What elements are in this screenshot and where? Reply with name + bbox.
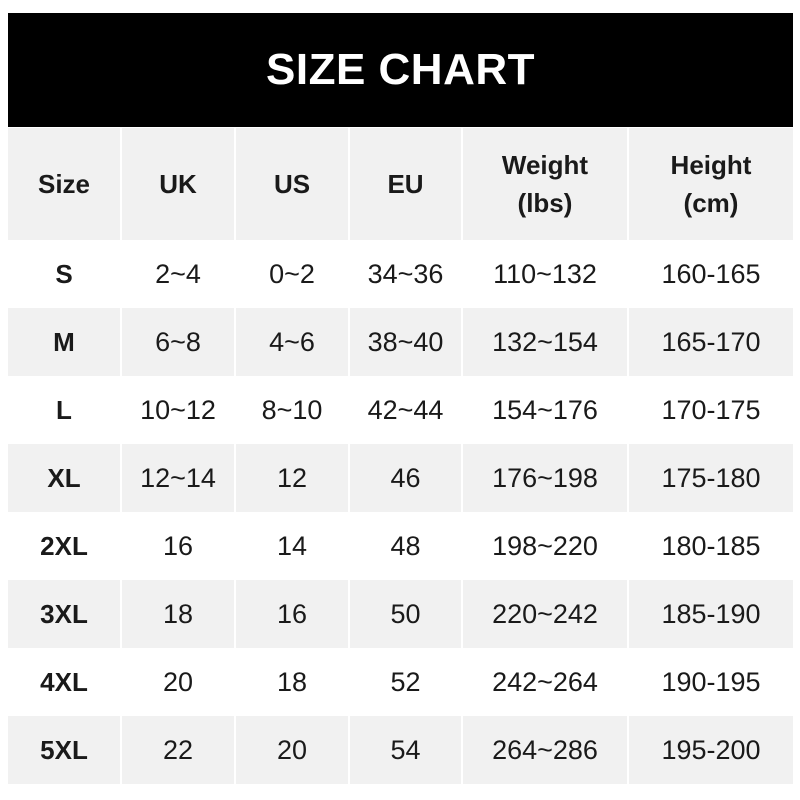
- size-cell: 4XL: [40, 666, 88, 697]
- column-header-label: US: [273, 169, 311, 199]
- table-cell: 50: [348, 580, 462, 648]
- table-row: S 2~4 0~2 34~36 110~132 160-165: [8, 240, 793, 308]
- table-row: M 6~8 4~6 38~40 132~154 165-170: [8, 308, 793, 376]
- size-cell: M: [8, 308, 121, 376]
- table-row: 5XL 22 20 54 264~286 195-200: [8, 716, 793, 784]
- table-cell: 22: [120, 716, 235, 784]
- table-cell: 48: [348, 512, 462, 580]
- table-cell: 132~154: [461, 308, 628, 376]
- table-cell: 54: [348, 716, 462, 784]
- table-cell: 52: [348, 648, 462, 716]
- table-cell: 180-185: [627, 512, 793, 580]
- table-cell: 16: [120, 512, 235, 580]
- table-row: 2XL 16 14 48 198~220 180-185: [8, 512, 793, 580]
- size-cell: 2XL: [40, 530, 88, 561]
- size-chart-title: SIZE CHART: [8, 13, 793, 127]
- size-cell: L: [56, 394, 72, 425]
- table-cell: 20: [120, 648, 235, 716]
- table-cell: 2~4: [120, 240, 235, 308]
- table-cell: 0~2: [234, 240, 349, 308]
- table-cell: 175-180: [627, 444, 793, 512]
- size-chart-table: Size UK US EU Weight (lbs) Height (cm) S 2~4 0~2 3…: [8, 128, 793, 784]
- size-cell: 5XL: [8, 716, 121, 784]
- table-cell: 220~242: [461, 580, 628, 648]
- column-header-label: UK: [159, 169, 197, 199]
- column-header-unit: (lbs): [517, 188, 573, 218]
- table-cell: 154~176: [461, 376, 628, 444]
- table-cell: 38~40: [348, 308, 462, 376]
- table-cell: 42~44: [348, 376, 462, 444]
- table-row: 4XL 20 18 52 242~264 190-195: [8, 648, 793, 716]
- table-cell: 165-170: [627, 308, 793, 376]
- table-cell: 8~10: [234, 376, 349, 444]
- table-cell: 176~198: [461, 444, 628, 512]
- table-cell: 16: [234, 580, 349, 648]
- column-header: Height (cm): [627, 128, 793, 240]
- size-cell: 3XL: [8, 580, 121, 648]
- column-header-label: EU: [387, 169, 424, 199]
- column-header: UK: [120, 128, 235, 240]
- table-cell: 160-165: [627, 240, 793, 308]
- column-header-label: Size: [37, 169, 91, 199]
- column-header: US: [234, 128, 349, 240]
- table-cell: 110~132: [461, 240, 628, 308]
- table-row: XL 12~14 12 46 176~198 175-180: [8, 444, 793, 512]
- column-header-label: Weight: [501, 150, 589, 180]
- column-header: Size: [8, 128, 121, 240]
- table-cell: 14: [234, 512, 349, 580]
- table-cell: 12~14: [120, 444, 235, 512]
- table-cell: 20: [234, 716, 349, 784]
- table-cell: 34~36: [348, 240, 462, 308]
- table-cell: 242~264: [461, 648, 628, 716]
- table-cell: 185-190: [627, 580, 793, 648]
- size-cell: XL: [8, 444, 121, 512]
- size-cell: S: [55, 258, 73, 289]
- table-cell: 4~6: [234, 308, 349, 376]
- table-cell: 170-175: [627, 376, 793, 444]
- column-header: EU: [348, 128, 462, 240]
- table-cell: 198~220: [461, 512, 628, 580]
- table-cell: 6~8: [120, 308, 235, 376]
- table-cell: 10~12: [120, 376, 235, 444]
- column-header-unit: (cm): [683, 188, 739, 218]
- column-header-label: Height: [670, 150, 752, 180]
- header-row: Size UK US EU Weight (lbs) Height (cm): [8, 128, 793, 240]
- table-cell: 18: [120, 580, 235, 648]
- table-row: L 10~12 8~10 42~44 154~176 170-175: [8, 376, 793, 444]
- table-cell: 46: [348, 444, 462, 512]
- table-cell: 264~286: [461, 716, 628, 784]
- table-cell: 190-195: [627, 648, 793, 716]
- table-row: 3XL 18 16 50 220~242 185-190: [8, 580, 793, 648]
- table-cell: 195-200: [627, 716, 793, 784]
- table-cell: 12: [234, 444, 349, 512]
- column-header: Weight (lbs): [461, 128, 628, 240]
- table-cell: 18: [234, 648, 349, 716]
